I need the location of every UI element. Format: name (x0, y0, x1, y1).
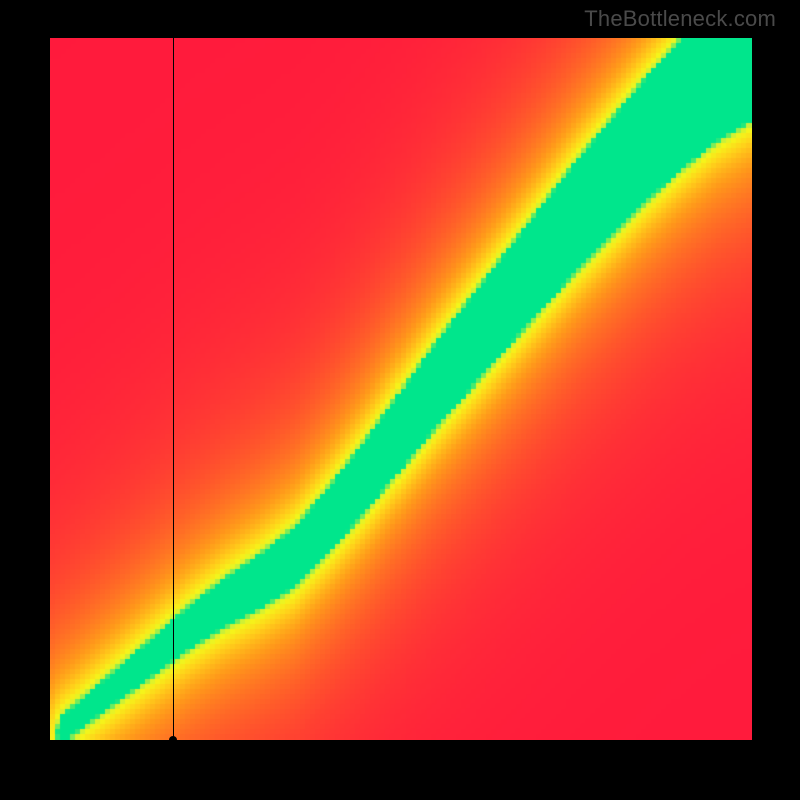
chart-container: TheBottleneck.com (0, 0, 800, 800)
marker-dot (169, 736, 177, 744)
crosshair-vertical (173, 38, 174, 740)
watermark: TheBottleneck.com (584, 6, 776, 32)
plot-area (50, 38, 752, 740)
heatmap-canvas (50, 38, 752, 740)
